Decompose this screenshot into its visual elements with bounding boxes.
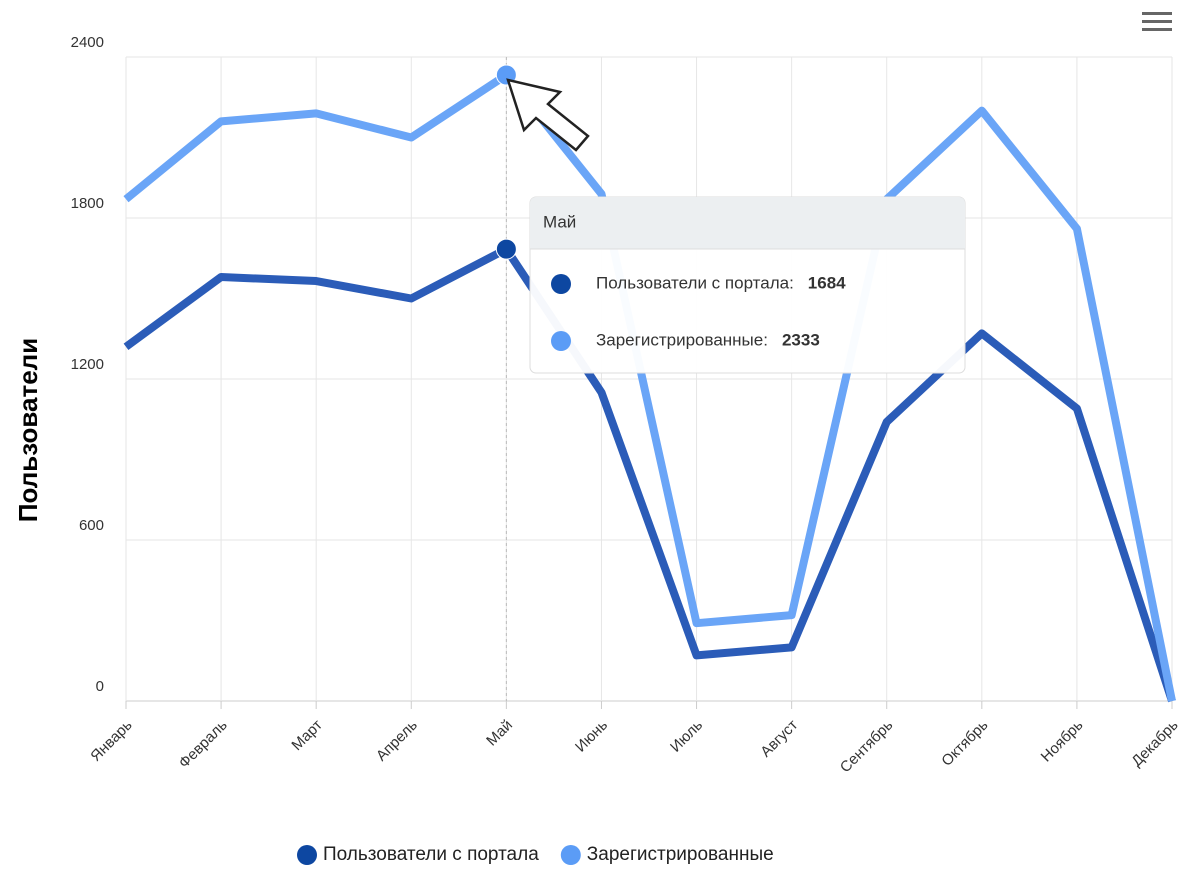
y-tick-label: 2400	[71, 34, 104, 51]
x-tick-label: Июль	[667, 716, 706, 755]
tooltip-value: 2333	[782, 330, 820, 349]
x-tick-label: Декабрь	[1128, 716, 1178, 770]
legend-label: Зарегистрированные	[587, 844, 774, 865]
hover-point	[495, 238, 517, 260]
menu-bar	[1142, 12, 1172, 15]
x-tick-label: Август	[757, 717, 801, 761]
tooltip: Май Пользователи с портала: 1684 Зарегистри…	[529, 196, 966, 374]
legend: Пользователи с портала Зарегистрированные	[297, 844, 774, 865]
tooltip-label: Пользователи с портала:	[596, 273, 794, 292]
cursor	[506, 78, 590, 152]
tooltip-title: Май	[543, 212, 576, 231]
y-tick-label: 1200	[71, 356, 104, 373]
tooltip-header	[530, 197, 965, 249]
x-tick-label: Сентябрь	[837, 716, 897, 776]
x-tick-label: Март	[288, 717, 325, 754]
tooltip-value: 1684	[808, 273, 846, 292]
legend-label: Пользователи с портала	[323, 844, 539, 865]
x-tick-label: Июнь	[572, 716, 611, 755]
x-tick-label: Май	[483, 717, 516, 750]
x-tick-label: Февраль	[176, 716, 231, 771]
x-tick-label: Апрель	[373, 716, 421, 764]
y-tick-label: 1800	[71, 195, 104, 212]
tooltip-marker	[551, 274, 571, 294]
legend-marker	[297, 845, 317, 865]
menu-bar	[1142, 20, 1172, 23]
menu-icon[interactable]	[1142, 12, 1172, 31]
y-tick-label: 600	[79, 517, 104, 534]
series-line	[123, 245, 1176, 703]
y-axis-title: Пользователи	[13, 338, 43, 522]
x-tick-label: Октябрь	[938, 716, 991, 769]
menu-bar	[1142, 28, 1172, 31]
series-line	[123, 70, 1176, 702]
x-tick-label: Январь	[87, 716, 136, 765]
legend-marker	[560, 845, 581, 865]
legend-item[interactable]: Пользователи с портала	[297, 844, 539, 865]
x-tick-label: Ноябрь	[1038, 716, 1087, 765]
tooltip-marker	[551, 331, 571, 351]
tooltip-label: Зарегистрированные:	[596, 330, 768, 349]
legend-item[interactable]: Зарегистрированные	[560, 844, 774, 865]
y-tick-label: 0	[96, 678, 104, 695]
